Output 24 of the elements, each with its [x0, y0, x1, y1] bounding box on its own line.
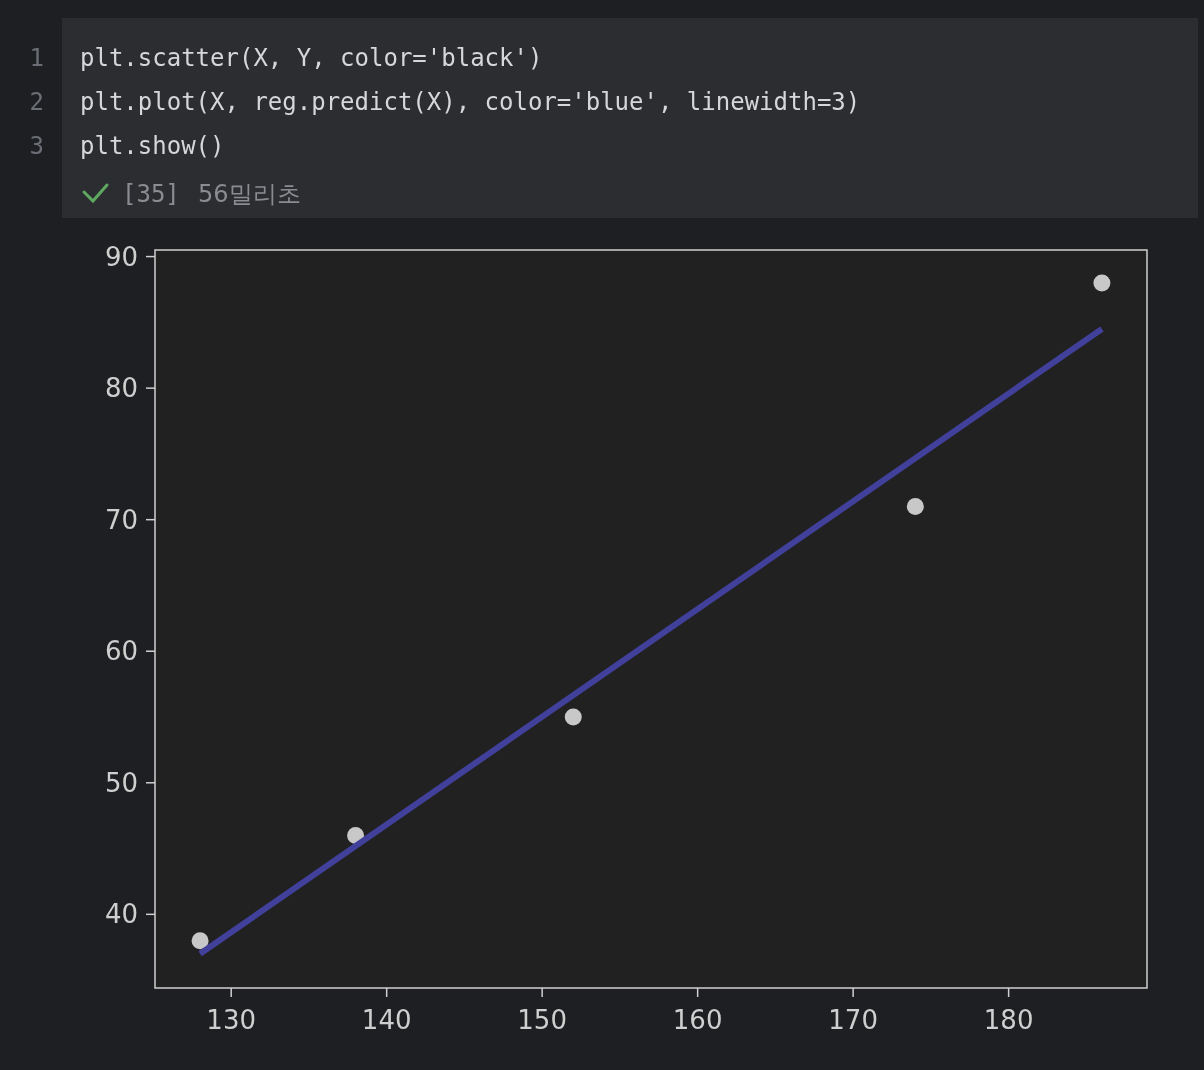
x-tick-label: 150 — [517, 1005, 567, 1035]
point — [1093, 274, 1111, 292]
x-tick-label: 130 — [206, 1005, 257, 1035]
text: 1 — [29, 44, 44, 72]
text: 3 — [29, 132, 44, 160]
x-tick-label: 140 — [361, 1005, 412, 1035]
y-tick-label: 70 — [104, 504, 138, 535]
text: 56밀리초 — [198, 180, 301, 208]
text: [35] — [122, 180, 180, 208]
text: plt.scatter(X, Y, color='black') — [80, 44, 543, 72]
y-tick-label: 40 — [104, 899, 138, 930]
text: plt.show() — [80, 132, 225, 160]
x-tick-label: 170 — [828, 1005, 878, 1035]
y-tick-label: 80 — [104, 373, 138, 404]
y-tick-label: 60 — [104, 636, 138, 667]
point — [191, 932, 209, 950]
y-tick-label: 90 — [104, 241, 138, 272]
x-tick-label: 160 — [672, 1005, 723, 1035]
y-tick-label: 50 — [104, 767, 138, 798]
x-tick-label: 180 — [983, 1005, 1034, 1035]
point — [564, 708, 582, 726]
text: plt.plot(X, reg.predict(X), color='blue', linewidth=3) — [80, 88, 861, 116]
point — [906, 498, 924, 516]
text: 2 — [29, 88, 44, 116]
